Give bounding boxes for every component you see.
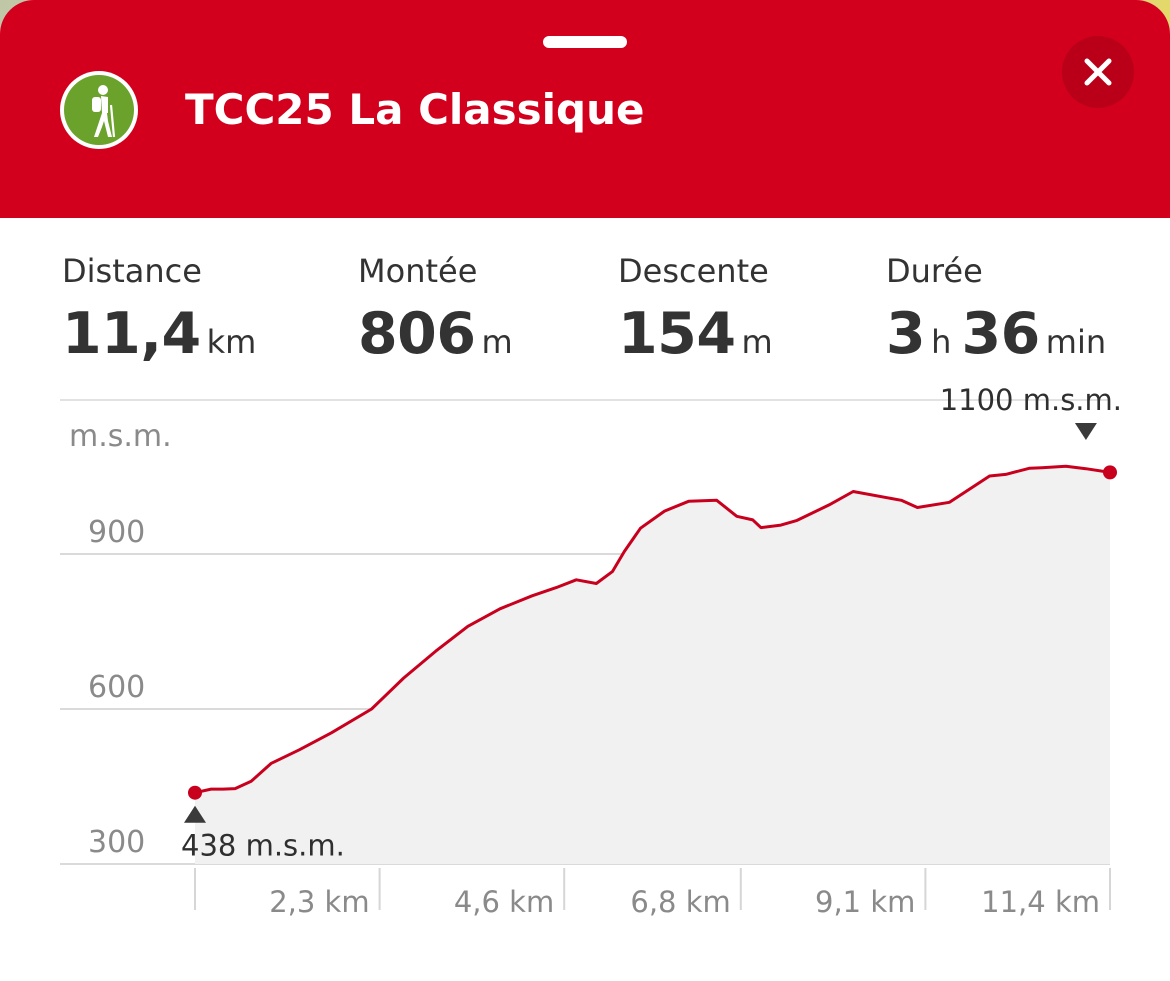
stat-distance: Distance 11,4 km — [62, 250, 266, 378]
max-elevation-label: 1100 m.s.m. — [940, 383, 1122, 417]
x-tick-label: 4,6 km — [454, 885, 554, 919]
start-elevation-unit: m.s.m. — [246, 829, 345, 863]
stat-descent-value: 154 — [618, 301, 736, 367]
start-elevation-value: 438 — [181, 829, 246, 863]
route-title: TCC25 La Classique — [185, 85, 645, 134]
close-button[interactable] — [1062, 36, 1134, 108]
start-point-dot — [188, 785, 202, 800]
route-header: TCC25 La Classique — [0, 0, 1170, 218]
end-point-dot — [1103, 465, 1117, 480]
stat-duration-minutes-unit: min — [1045, 323, 1107, 361]
sheet-grabber-handle[interactable] — [543, 36, 627, 48]
stat-duration-minutes: 36 — [961, 301, 1040, 367]
hiking-icon — [60, 71, 138, 149]
elevation-profile-chart[interactable]: 300 600 900 2,3 km 4,6 km 6,8 km 9,1 km 11,4 km… — [0, 380, 1170, 940]
stat-ascent: Montée 806 m — [358, 250, 523, 378]
x-tick-label: 11,4 km — [981, 885, 1100, 919]
max-elevation-value: 1100 — [940, 383, 1023, 417]
max-marker-triangle — [1074, 423, 1097, 440]
elevation-line — [194, 464, 1111, 795]
stat-duration: Durée 3 h 36 min — [886, 250, 1116, 378]
stat-ascent-value: 806 — [358, 301, 476, 367]
stat-descent-label: Descente — [618, 252, 769, 290]
max-elevation-unit: m.s.m. — [1023, 383, 1122, 417]
start-elevation-label: 438 m.s.m. — [181, 829, 345, 863]
stat-ascent-unit: m — [481, 323, 513, 361]
y-tick-label: 900 — [88, 515, 145, 550]
close-icon — [1084, 58, 1112, 86]
start-marker-triangle — [184, 805, 206, 823]
stat-duration-hours-unit: h — [931, 323, 952, 361]
elevation-area-fill — [195, 466, 1110, 864]
y-tick-label: 300 — [88, 825, 145, 860]
stat-descent: Descente 154 m — [618, 250, 783, 378]
x-tick-label: 2,3 km — [269, 885, 369, 919]
x-tick-label: 6,8 km — [630, 885, 730, 919]
x-tick-label: 9,1 km — [815, 885, 915, 919]
stat-ascent-label: Montée — [358, 252, 478, 290]
stat-duration-hours: 3 — [886, 301, 926, 367]
stat-distance-unit: km — [206, 323, 257, 361]
y-axis-unit-label: m.s.m. — [69, 419, 172, 454]
y-tick-label: 600 — [88, 670, 145, 705]
stat-descent-unit: m — [741, 323, 773, 361]
stat-duration-label: Durée — [886, 252, 983, 290]
stat-distance-label: Distance — [62, 252, 202, 290]
stat-distance-value: 11,4 — [62, 301, 201, 367]
